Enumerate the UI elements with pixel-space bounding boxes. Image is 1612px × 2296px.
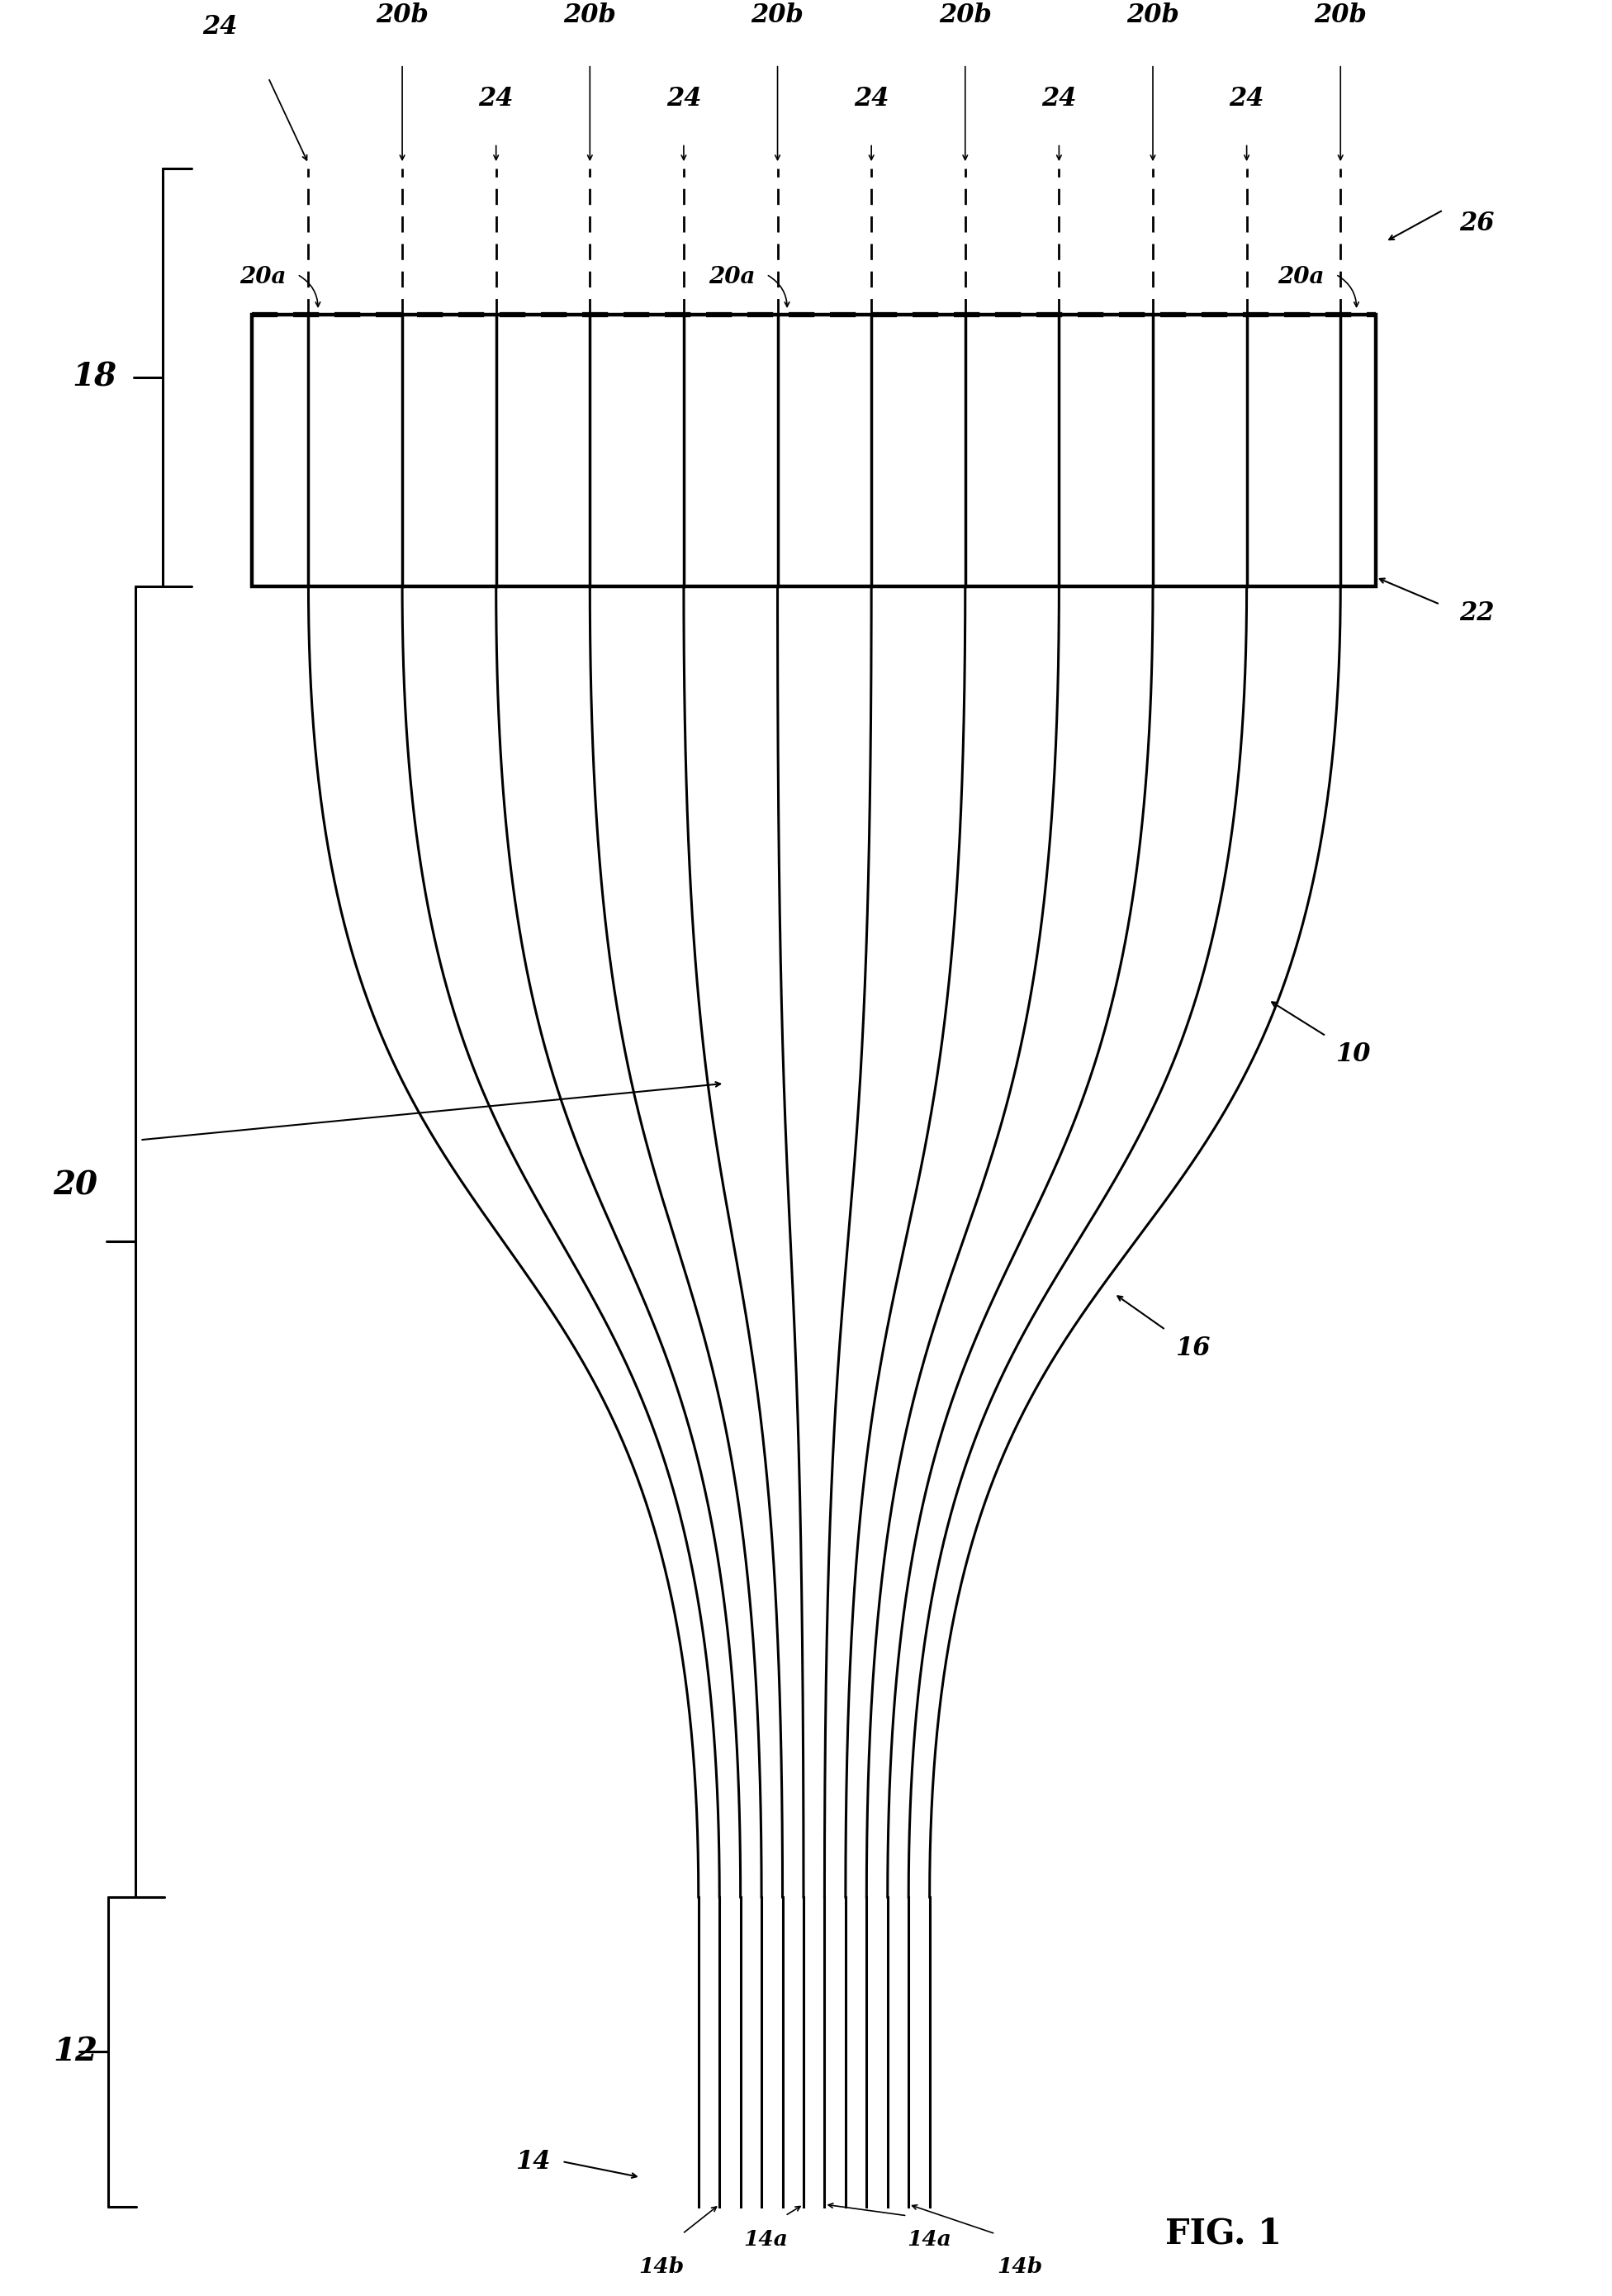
Text: 24: 24 (479, 85, 514, 113)
Text: 20a: 20a (708, 266, 754, 287)
Bar (251, 315, 1375, 585)
Text: 22: 22 (1459, 602, 1494, 627)
Text: 20a: 20a (1278, 266, 1325, 287)
Text: 14a: 14a (743, 2229, 788, 2250)
Text: 24: 24 (1228, 85, 1264, 113)
Text: 24: 24 (666, 85, 701, 113)
Text: 20b: 20b (751, 2, 804, 28)
Text: FIG. 1: FIG. 1 (1165, 2216, 1282, 2250)
Text: 14b: 14b (638, 2257, 685, 2278)
Text: 26: 26 (1459, 211, 1494, 236)
Text: 14a: 14a (908, 2229, 951, 2250)
Text: 20b: 20b (376, 2, 429, 28)
Text: 20b: 20b (1127, 2, 1180, 28)
Text: 20a: 20a (239, 266, 285, 287)
Text: 20b: 20b (938, 2, 991, 28)
Text: 12: 12 (53, 2037, 98, 2069)
Text: 10: 10 (1336, 1042, 1370, 1068)
Text: 18: 18 (73, 360, 118, 393)
Text: 24: 24 (1041, 85, 1077, 113)
Text: 24: 24 (203, 14, 237, 39)
Text: 20b: 20b (564, 2, 616, 28)
Text: 24: 24 (854, 85, 888, 113)
Text: 20b: 20b (1314, 2, 1367, 28)
Text: 20: 20 (53, 1169, 98, 1201)
Text: 14b: 14b (996, 2257, 1043, 2278)
Text: 14: 14 (516, 2149, 551, 2174)
Text: 16: 16 (1175, 1334, 1211, 1362)
